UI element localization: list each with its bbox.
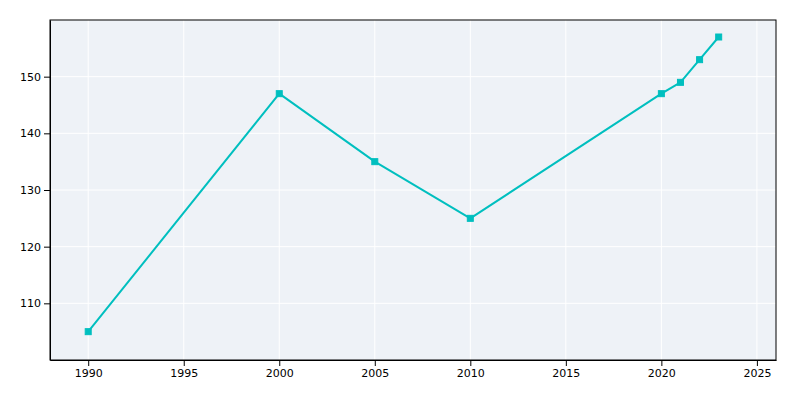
tick-label: 150 <box>20 71 41 84</box>
marker <box>467 215 473 221</box>
line <box>88 37 718 332</box>
tick: 110 <box>20 297 50 310</box>
marker <box>276 91 282 97</box>
tick-mark <box>279 360 280 366</box>
marker <box>85 329 91 335</box>
tick-mark <box>375 360 376 366</box>
chart-container: 1990 1995 2000 2005 2010 2015 2020 2025 110 120 13… <box>0 0 800 400</box>
tick: 2010 <box>457 360 485 380</box>
tick-label: 1990 <box>75 367 103 380</box>
tick-mark <box>88 360 89 366</box>
tick-label: 110 <box>20 297 41 310</box>
tick: 150 <box>20 71 50 84</box>
grid-line-y <box>50 303 776 304</box>
tick-label: 1995 <box>170 367 198 380</box>
tick-label: 2015 <box>552 367 580 380</box>
tick-mark <box>470 360 471 366</box>
grid-line-y <box>50 133 776 134</box>
tick-label: 120 <box>20 241 41 254</box>
grid <box>50 20 776 360</box>
marker <box>658 91 664 97</box>
plot-frame <box>50 20 776 360</box>
tick-mark <box>44 190 50 191</box>
tick-mark <box>184 360 185 366</box>
tick: 2020 <box>648 360 676 380</box>
plot-background <box>50 20 776 360</box>
x-axis: 1990 1995 2000 2005 2010 2015 2020 2025 <box>51 360 777 380</box>
marker <box>716 34 722 40</box>
tick-mark <box>44 133 50 134</box>
grid-line-y <box>50 246 776 247</box>
tick: 2015 <box>552 360 580 380</box>
y-axis: 110 120 130 140 150 <box>20 21 51 361</box>
tick-mark <box>661 360 662 366</box>
tick: 1990 <box>75 360 103 380</box>
tick-mark <box>566 360 567 366</box>
tick: 130 <box>20 184 50 197</box>
tick-mark <box>44 77 50 78</box>
tick-mark <box>757 360 758 366</box>
tick: 140 <box>20 127 50 140</box>
tick: 2000 <box>266 360 294 380</box>
grid-line-y <box>50 190 776 191</box>
marks <box>85 34 721 335</box>
tick-label: 2025 <box>743 367 771 380</box>
tick-label: 2005 <box>361 367 389 380</box>
marker <box>697 57 703 63</box>
tick-label: 140 <box>20 127 41 140</box>
marker <box>372 159 378 165</box>
tick-mark <box>44 303 50 304</box>
tick: 2025 <box>743 360 771 380</box>
tick-mark <box>44 247 50 248</box>
tick: 1995 <box>170 360 198 380</box>
tick-label: 2000 <box>266 367 294 380</box>
marker <box>677 79 683 85</box>
tick: 120 <box>20 241 50 254</box>
grid-line-y <box>50 76 776 77</box>
tick: 2005 <box>361 360 389 380</box>
tick-label: 2010 <box>457 367 485 380</box>
tick-label: 130 <box>20 184 41 197</box>
tick-label: 2020 <box>648 367 676 380</box>
chart: 1990 1995 2000 2005 2010 2015 2020 2025 110 120 13… <box>0 0 800 400</box>
